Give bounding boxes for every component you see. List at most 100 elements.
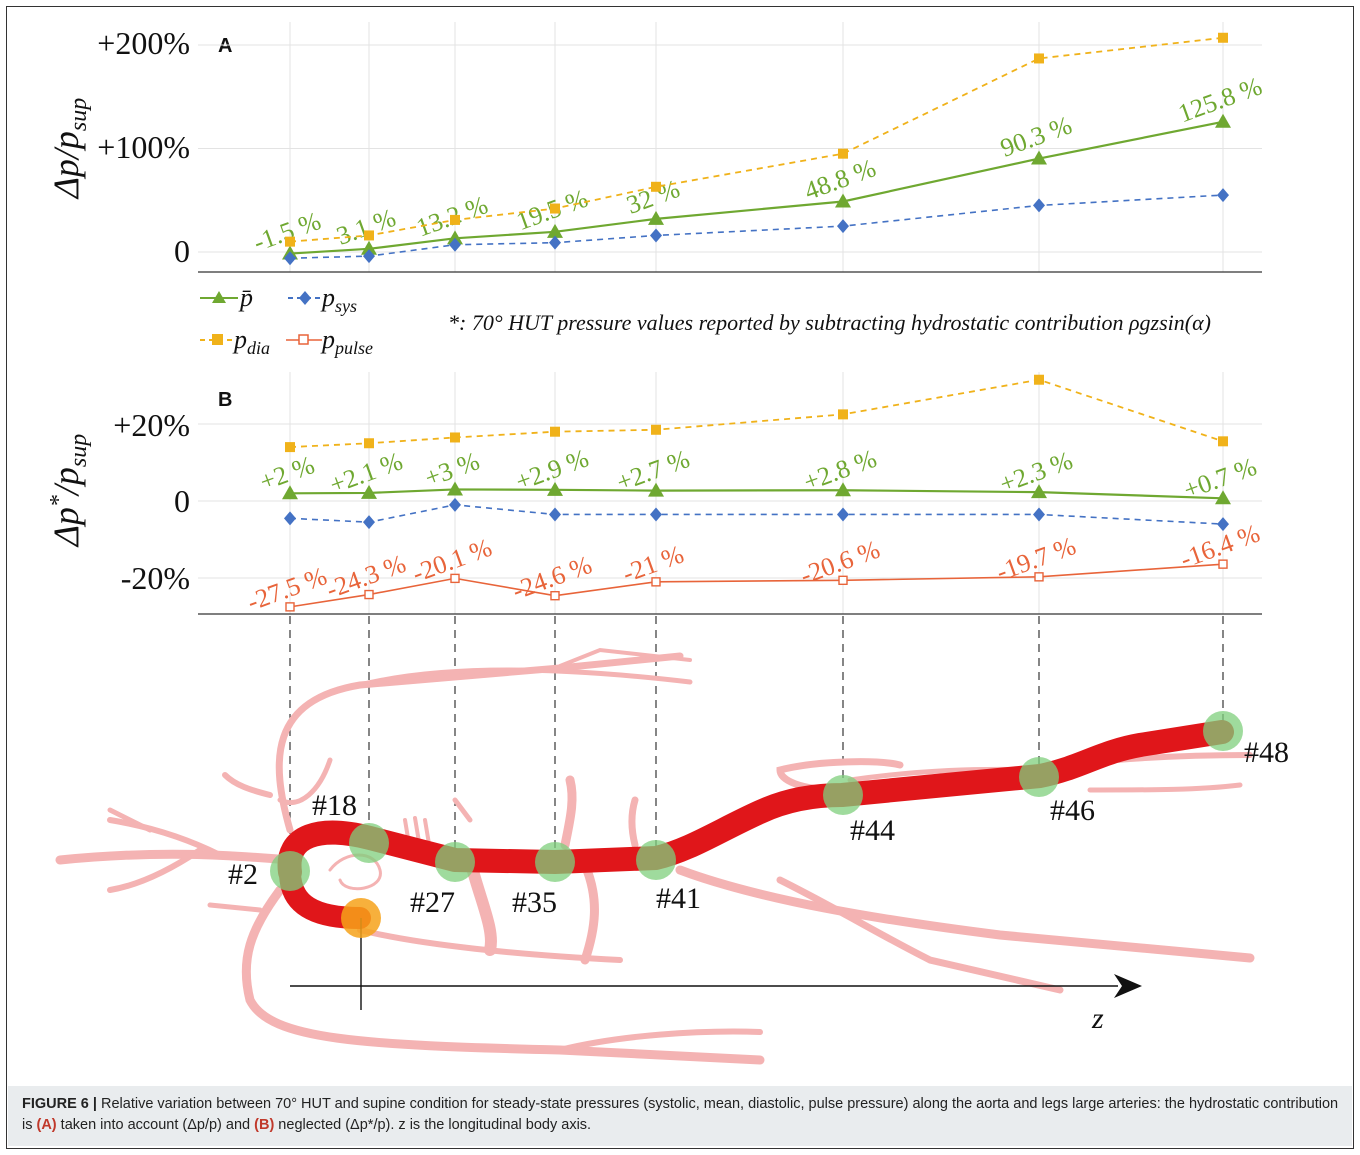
data-label: 90.3 %: [997, 110, 1076, 162]
panel-b-series: +2 % +2.1 % +3 % +2.9 % +2.7 % +2.8 % +2.3 % +0…: [243, 374, 1264, 617]
data-point: [1034, 53, 1044, 64]
legend-square-icon: [212, 334, 223, 345]
data-point: [363, 515, 375, 530]
legend-triangle-icon: [212, 291, 226, 303]
caption-bold-b: (B): [254, 1117, 275, 1133]
data-point: [838, 409, 848, 420]
data-point: [1033, 198, 1045, 213]
data-point: [364, 438, 374, 449]
data-point: [838, 575, 848, 586]
node-marker: [535, 842, 575, 882]
series-line: [289, 378, 1224, 448]
caption-bold-a: (A): [36, 1117, 57, 1133]
legend-item-dia: pdia: [200, 325, 270, 358]
z-axis-arrow-icon: [1114, 974, 1142, 998]
data-point: [447, 230, 463, 245]
series-line: [289, 488, 1224, 500]
legend-label-dia: pdia: [232, 325, 270, 358]
data-point: [1034, 572, 1044, 582]
data-point: [838, 148, 848, 159]
data-point: [1215, 113, 1231, 128]
data-point: [650, 507, 662, 522]
data-point: [837, 219, 849, 234]
data-point: [1031, 484, 1047, 499]
data-point: [835, 193, 851, 208]
data-point: [550, 203, 560, 214]
node-marker: [349, 823, 389, 863]
panel-a-series: -1.5 % 3.1 % 13.2 % 19.5 % 32 % 48.8 %90.3 %1…: [250, 32, 1266, 266]
node-label: #2: [228, 858, 258, 891]
node-label: #35: [512, 886, 557, 919]
legend-diamond-icon: [299, 291, 311, 305]
node-marker: [1203, 711, 1243, 751]
guide-lines: [289, 616, 1224, 871]
panel-b-ylabel: Δp*/psup: [46, 434, 92, 549]
figure-canvas: A Δp/psup +200% +100% 0 -1.5 % 3.1 % 13.2 …: [46, 22, 1289, 1065]
panel-b-tick-0: 0: [174, 483, 190, 519]
panel-b-tick-plus20: +20%: [113, 407, 190, 443]
caption-lead: FIGURE 6 |: [22, 1096, 97, 1112]
data-point: [549, 507, 561, 522]
data-point: [449, 237, 461, 252]
data-point: [1215, 490, 1231, 505]
node-marker: [823, 775, 863, 815]
data-point: [363, 249, 375, 264]
data-point: [364, 230, 374, 241]
data-point: [361, 484, 377, 499]
aorta-path: [277, 720, 1234, 884]
panel-a-note: *: 70° HUT pressure values reported by s…: [448, 310, 1211, 335]
data-point: [364, 589, 374, 600]
data-point: [450, 432, 460, 443]
artery-diagram: #2 #18 #27 #35 #41 #44 #46 #48 z: [55, 647, 1289, 1065]
data-label: -1.5 %: [250, 206, 325, 257]
measurement-nodes: #2 #18 #27 #35 #41 #44 #46 #48: [228, 711, 1289, 919]
panel-a-tick-0: 0: [174, 233, 190, 269]
data-point: [1217, 188, 1229, 203]
legend-item-pulse: ppulse: [286, 325, 373, 358]
legend: p̄ psys pdia ppulse *: 70° HUT pressure …: [200, 283, 1211, 358]
data-point: [447, 481, 463, 496]
legend-label-mean: p̄: [238, 283, 253, 312]
data-label: +3 %: [421, 446, 483, 492]
series-line: [289, 120, 1224, 255]
data-label: +2 %: [256, 450, 318, 496]
data-point: [1218, 559, 1228, 569]
data-point: [550, 426, 560, 437]
panel-b-tick-minus20: -20%: [121, 560, 190, 596]
data-point: [449, 497, 461, 512]
legend-item-mean: p̄: [200, 283, 253, 312]
series-line: [289, 36, 1224, 243]
data-label: 48.8 %: [801, 153, 880, 205]
data-point: [285, 236, 295, 247]
panel-b-label: B: [218, 389, 232, 411]
node-label: #41: [656, 882, 701, 915]
data-point: [284, 251, 296, 266]
series-line: [289, 504, 1224, 525]
data-point: [1218, 436, 1228, 447]
data-point: [550, 591, 560, 601]
panel-a: A Δp/psup +200% +100% 0 -1.5 % 3.1 % 13.2 …: [46, 22, 1266, 273]
data-point: [285, 442, 295, 453]
data-point: [284, 511, 296, 526]
legend-item-sys: psys: [288, 283, 357, 316]
data-point: [651, 577, 661, 587]
data-point: [837, 507, 849, 522]
data-point: [547, 223, 563, 238]
legend-label-sys: psys: [320, 283, 357, 316]
legend-label-pulse: ppulse: [320, 325, 373, 358]
data-point: [648, 210, 664, 225]
node-label: #44: [850, 814, 895, 847]
data-point: [1033, 507, 1045, 522]
caption-text-2: taken into account (Δp/p) and: [56, 1117, 255, 1133]
data-label: 32 %: [623, 174, 684, 220]
data-label: 3.1 %: [333, 203, 400, 251]
data-point: [1217, 517, 1229, 532]
data-point: [650, 228, 662, 243]
data-point: [282, 485, 298, 500]
series-line: [289, 194, 1224, 260]
data-point: [651, 181, 661, 192]
panel-a-ylabel: Δp/psup: [46, 98, 92, 200]
data-point: [450, 214, 460, 225]
data-point: [651, 424, 661, 435]
data-point: [648, 482, 664, 497]
